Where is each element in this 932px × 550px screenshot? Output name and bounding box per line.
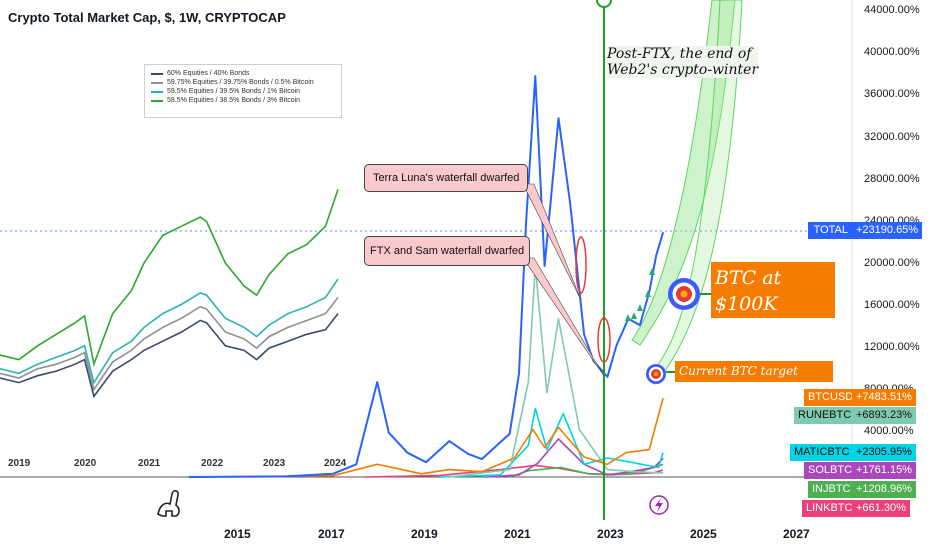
legend-label: 58.5% Equities / 38.5% Bonds / 3% Bitcoi… [167, 97, 301, 104]
ftx-callout: FTX and Sam waterfall dwarfed [364, 236, 531, 266]
series-line-total [188, 75, 665, 478]
inset-x-tick-label: 2022 [201, 458, 224, 469]
lightning-icon [649, 495, 669, 515]
y-tick-label: 40000.00% [864, 46, 920, 58]
series-line-btcusd [188, 397, 664, 478]
terra-luna-callout: Terra Luna's waterfall dwarfed [364, 164, 529, 192]
ftx-callout-pointer [522, 257, 605, 377]
luna-callout-pointer [522, 183, 582, 301]
tag-name-solbtc: SOLBTC [804, 462, 852, 479]
buy-marker-icon [631, 312, 637, 319]
legend-swatch [151, 91, 163, 93]
buy-marker-icon [649, 268, 655, 275]
legend-item: 58.5% Equities / 38.5% Bonds / 3% Bitcoi… [145, 96, 341, 105]
tag-name-btcusd: BTCUSD [804, 389, 853, 406]
legend-swatch [151, 73, 163, 75]
series-line-linkbtc [365, 464, 664, 478]
tag-value-btcusd: +7483.51% [852, 389, 916, 406]
legend-item: 59.5% Equities / 39.5% Bonds / 1% Bitcoi… [145, 87, 341, 96]
inset-x-tick-label: 2020 [74, 458, 97, 469]
luna-ellipse [575, 236, 587, 294]
tag-value-linkbtc: +661.30% [852, 500, 910, 517]
tag-name-linkbtc: LINKBTC [802, 500, 852, 517]
legend-label: 59.5% Equities / 39.5% Bonds / 1% Bitcoi… [167, 88, 301, 95]
y-tick-label: 16000.00% [864, 299, 920, 311]
tag-name-maticbtc: MATICBTC [790, 444, 852, 461]
y-tick-label: 4000.00% [864, 425, 914, 437]
btc-50k-callout: Current BTC target $50K [675, 361, 833, 399]
legend-item: 60% Equities / 40% Bonds [145, 69, 341, 78]
series-line-runebtc [449, 265, 664, 478]
inset-x-tick-label: 2019 [8, 458, 31, 469]
x-tick-label: 2019 [411, 527, 438, 541]
target-100k-icon [668, 278, 700, 310]
tag-value-solbtc: +1761.15% [852, 462, 916, 479]
y-tick-label: 12000.00% [864, 341, 920, 353]
tag-value-total: +23190.65% [852, 222, 923, 239]
ftx-marker-icon [596, 0, 612, 8]
inset-x-tick-label: 2023 [263, 458, 286, 469]
ftx-ellipse [597, 317, 611, 363]
legend-label: 59.75% Equities / 39.75% Bonds / 0.5% Bi… [167, 79, 314, 86]
legend-label: 60% Equities / 40% Bonds [167, 70, 250, 77]
x-tick-label: 2025 [690, 527, 717, 541]
tag-name-runebtc: RUNEBTC [794, 407, 852, 424]
x-tick-label: 2021 [504, 527, 531, 541]
series-line-maticbtc [439, 407, 664, 478]
target-bullseye [680, 290, 688, 298]
tag-value-maticbtc: +2305.95% [852, 444, 916, 461]
legend-item: 59.75% Equities / 39.75% Bonds / 0.5% Bi… [145, 78, 341, 87]
inset-x-tick-label: 2021 [138, 458, 161, 469]
inset-x-tick-label: 2024 [324, 458, 347, 469]
btc-100k-callout: BTC at $100K by July 2024 [711, 262, 835, 367]
inset-series-line [0, 189, 339, 368]
y-tick-label: 28000.00% [864, 173, 920, 185]
dino-logo-icon [157, 489, 180, 517]
y-tick-label: 44000.00% [864, 4, 920, 16]
legend-swatch [151, 100, 163, 102]
inset-series-line [0, 297, 339, 392]
post-ftx-line-1: Post-FTX, the end of [607, 46, 752, 62]
tag-name-injbtc: INJBTC [808, 481, 852, 498]
chart-title: Crypto Total Market Cap, $, 1W, CRYPTOCA… [8, 10, 286, 25]
inset-series-line [0, 278, 339, 385]
lightning-bolt-icon [655, 498, 663, 512]
tag-value-injbtc: +1208.96% [852, 481, 916, 498]
tag-value-runebtc: +6893.23% [852, 407, 916, 424]
post-ftx-note: Post-FTX, the end of Web2's crypto-winte… [607, 46, 759, 78]
buy-marker-icon [625, 314, 631, 321]
buy-marker-icon [645, 290, 651, 297]
buy-marker-icon [637, 304, 643, 311]
legend-swatch [151, 82, 163, 84]
projection-channel-lower [647, 0, 743, 385]
target-bullseye [653, 371, 659, 377]
post-ftx-line-2: Web2's crypto-winter [607, 62, 759, 78]
x-tick-label: 2023 [597, 527, 624, 541]
y-tick-label: 32000.00% [864, 131, 920, 143]
x-tick-label: 2017 [318, 527, 345, 541]
btc-100k-line-1: BTC at $100K [715, 267, 782, 315]
x-tick-label: 2015 [224, 527, 251, 541]
y-tick-label: 36000.00% [864, 88, 920, 100]
target-50k-icon [646, 364, 666, 384]
inset-series-line [0, 313, 339, 399]
inset-legend: 60% Equities / 40% Bonds 59.75% Equities… [144, 64, 342, 118]
tag-name-total: TOTAL [808, 222, 852, 239]
x-tick-label: 2027 [783, 527, 810, 541]
y-tick-label: 20000.00% [864, 257, 920, 269]
